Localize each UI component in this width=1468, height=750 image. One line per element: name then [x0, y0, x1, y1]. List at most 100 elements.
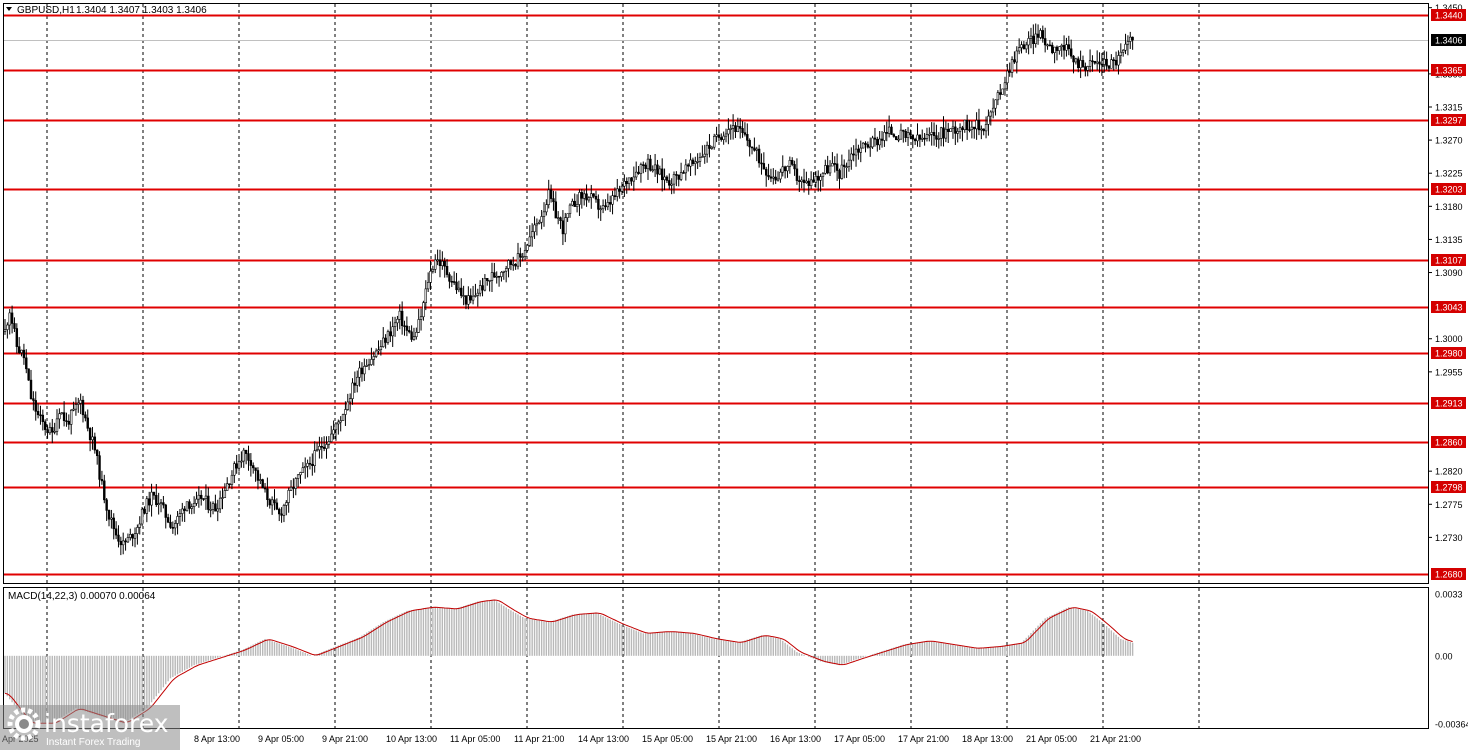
candle-body — [556, 217, 560, 220]
candle-body — [240, 460, 243, 463]
time-label: 9 Apr 05:00 — [258, 734, 304, 744]
time-label: 14 Apr 13:00 — [578, 734, 629, 744]
candle-body — [348, 398, 352, 403]
candle-body — [497, 275, 501, 278]
candle-body — [346, 401, 349, 410]
candle-body — [419, 316, 423, 320]
candle-body — [136, 527, 139, 534]
candle-body — [270, 499, 274, 506]
candle-body — [795, 168, 799, 181]
candle-body — [684, 164, 688, 174]
candle-body — [183, 508, 186, 511]
price-tick-label: 1.3270 — [1435, 136, 1463, 146]
candle-body — [731, 125, 735, 129]
candle-body — [528, 236, 532, 246]
price-tick-label: 1.2820 — [1435, 467, 1463, 477]
price-tick-label: 1.3225 — [1435, 169, 1463, 179]
candle-body — [793, 164, 796, 170]
level-tag — [1431, 481, 1466, 493]
candle-body — [1084, 66, 1087, 71]
candle-body — [1131, 36, 1134, 41]
candle-body — [821, 173, 825, 177]
candle-body — [694, 161, 697, 164]
candle-body — [632, 176, 636, 182]
candle-body — [729, 128, 732, 130]
candle-body — [48, 427, 52, 434]
candle-body — [542, 211, 546, 217]
price-tick-label: 1.2955 — [1435, 367, 1463, 377]
candle-body — [332, 429, 335, 435]
candle-body — [86, 417, 89, 429]
candle-body — [712, 136, 716, 148]
candle-body — [980, 128, 983, 131]
candle-body — [143, 508, 146, 514]
candle-body — [750, 146, 754, 149]
candle-body — [311, 463, 314, 466]
candle-body — [1112, 59, 1115, 61]
current-price-label: 1.3406 — [1435, 36, 1463, 46]
candle-body — [999, 92, 1002, 95]
price-tick-label: 1.3090 — [1435, 268, 1463, 278]
watermark-tagline: Instant Forex Trading — [46, 737, 141, 748]
macd-tick-label: 0.00 — [1435, 651, 1453, 661]
candle-body — [722, 135, 725, 140]
candle-body — [1095, 61, 1099, 64]
candle-body — [859, 147, 862, 153]
candle-body — [1039, 30, 1042, 38]
candle-body — [422, 302, 425, 318]
level-tag — [1431, 301, 1466, 313]
candle-body — [282, 505, 286, 516]
candle-body — [682, 172, 685, 174]
candle-body — [935, 135, 938, 140]
candle-body — [1091, 60, 1094, 63]
candle-body — [483, 278, 487, 291]
candle-body — [651, 169, 654, 172]
dropdown-triangle-icon[interactable] — [6, 7, 12, 11]
candle-body — [578, 192, 581, 205]
candle-body — [1001, 88, 1004, 95]
candle-body — [95, 449, 99, 457]
candle-body — [1053, 46, 1056, 53]
candle-body — [490, 272, 494, 281]
candle-body — [242, 449, 245, 462]
candle-body — [923, 137, 926, 140]
current-price-tag — [1431, 34, 1466, 46]
candle-body — [606, 202, 610, 208]
candle-body — [190, 506, 193, 509]
candle-body — [1041, 30, 1044, 39]
candle-body — [807, 180, 810, 187]
candle-body — [218, 497, 222, 510]
candle-body — [611, 195, 614, 205]
candle-body — [755, 148, 758, 151]
candle-body — [39, 414, 42, 417]
candle-body — [6, 324, 9, 330]
candle-body — [951, 126, 955, 129]
candle-body — [126, 537, 130, 543]
level-tag-label: 1.2798 — [1435, 483, 1463, 493]
candle-body — [850, 153, 853, 161]
candle-body — [625, 181, 628, 184]
candle-body — [833, 163, 836, 165]
candle-body — [869, 146, 872, 149]
candle-body — [1013, 59, 1016, 63]
candle-body — [847, 159, 851, 167]
candle-body — [573, 200, 576, 207]
candle-body — [1069, 48, 1073, 57]
candle-body — [592, 193, 595, 197]
candle-body — [668, 180, 671, 186]
time-label: 8 Apr 13:00 — [194, 734, 240, 744]
candle-body — [27, 368, 30, 381]
candle-body — [249, 460, 253, 466]
candle-body — [275, 502, 279, 510]
candle-body — [885, 132, 888, 134]
candle-body — [259, 479, 262, 481]
candle-body — [1114, 59, 1118, 66]
candle-body — [1062, 45, 1066, 51]
candle-body — [289, 486, 293, 491]
candle-body — [925, 134, 929, 139]
candle-body — [509, 260, 513, 265]
candle-body — [301, 467, 305, 473]
candle-body — [937, 138, 940, 140]
candle-body — [1081, 60, 1085, 67]
